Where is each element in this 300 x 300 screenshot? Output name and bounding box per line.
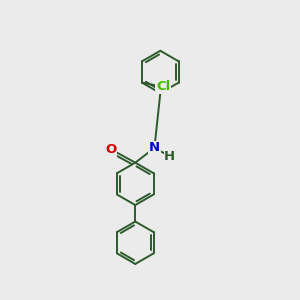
Text: H: H	[164, 150, 175, 163]
Text: N: N	[149, 141, 160, 154]
Text: O: O	[106, 143, 117, 156]
Text: Cl: Cl	[156, 80, 170, 94]
